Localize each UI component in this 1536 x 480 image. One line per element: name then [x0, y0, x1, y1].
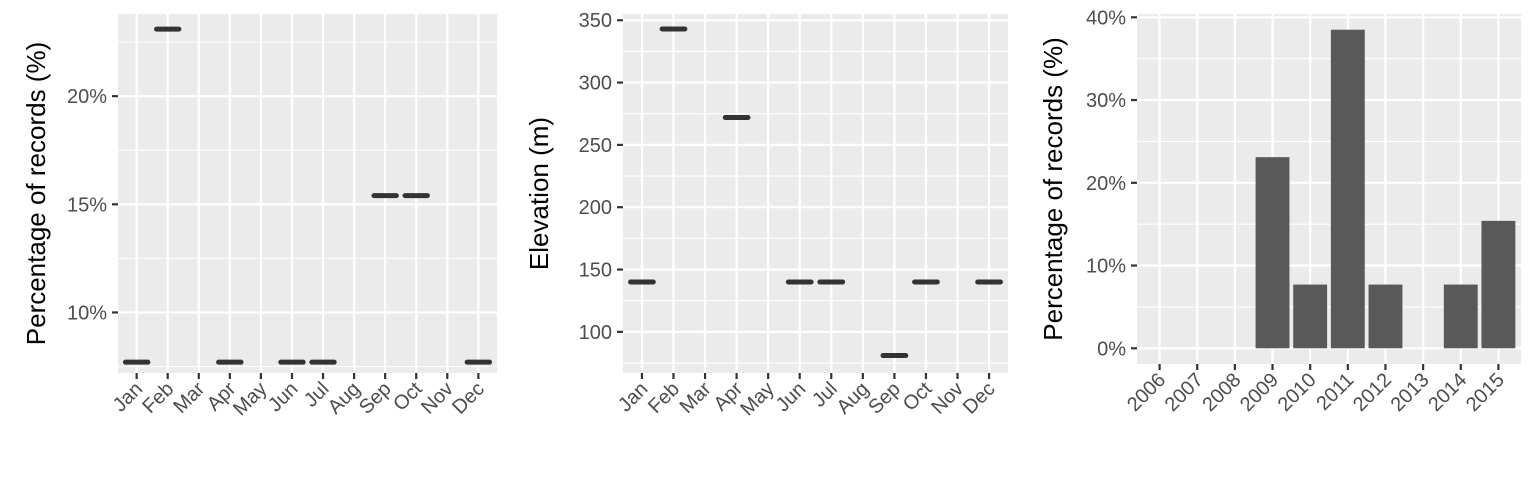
x-tick-label: 2010 [1274, 369, 1321, 416]
y-axis-title: Percentage of records (%) [1038, 37, 1068, 340]
x-tick-label: Jun [264, 378, 302, 416]
bar-2012 [1368, 284, 1403, 349]
bar-2015 [1481, 220, 1516, 349]
x-tick-label: Nov [927, 378, 968, 419]
x-tick-label: 2015 [1462, 369, 1509, 416]
y-tick-label: 0% [1097, 338, 1126, 360]
y-tick-label: 30% [1086, 90, 1126, 112]
x-tick-label: Aug [833, 378, 874, 419]
chart-panel-2: 100150200250300350JanFebMarAprMayJunJulA… [524, 10, 1008, 420]
x-tick-label: 2014 [1424, 369, 1471, 416]
y-tick-label: 15% [67, 194, 107, 216]
x-tick-label: Feb [644, 378, 684, 418]
bar-2014 [1443, 284, 1478, 349]
y-tick-label: 10% [1086, 256, 1126, 278]
x-tick-label: 2008 [1198, 369, 1245, 416]
x-tick-label: Jan [109, 378, 147, 416]
y-tick-label: 40% [1086, 7, 1126, 29]
y-tick-label: 20% [67, 86, 107, 108]
x-tick-label: 2012 [1349, 369, 1396, 416]
x-tick-label: 2007 [1161, 369, 1208, 416]
y-axis-title: Elevation (m) [524, 117, 554, 270]
x-tick-label: Mar [169, 378, 209, 418]
x-tick-label: Feb [138, 378, 178, 418]
bar-2010 [1293, 284, 1328, 349]
y-tick-label: 150 [579, 260, 612, 282]
y-axis-title: Percentage of records (%) [21, 42, 51, 345]
chart-panel-3: 0%10%20%30%40%20062007200820092010201120… [1038, 7, 1521, 416]
chart-panel-1: 10%15%20%JanFebMarAprMayJunJulAugSepOctN… [21, 14, 497, 420]
x-tick-label: Oct [389, 378, 427, 416]
x-tick-label: 2013 [1387, 369, 1434, 416]
y-tick-label: 350 [579, 10, 612, 32]
x-tick-label: Jun [772, 378, 810, 416]
y-tick-label: 250 [579, 135, 612, 157]
x-tick-label: Dec [448, 378, 489, 419]
panel-background [623, 14, 1008, 373]
panel-background [118, 14, 497, 373]
y-tick-label: 10% [67, 302, 107, 324]
y-tick-label: 100 [579, 322, 612, 344]
bar-2011 [1330, 29, 1365, 349]
x-tick-label: 2006 [1123, 369, 1170, 416]
bar-2009 [1255, 157, 1290, 349]
x-tick-label: Dec [959, 378, 1000, 419]
y-tick-label: 200 [579, 197, 612, 219]
x-tick-label: 2009 [1236, 369, 1283, 416]
y-tick-label: 20% [1086, 173, 1126, 195]
x-tick-label: Oct [899, 378, 937, 416]
x-tick-label: Mar [676, 378, 716, 418]
x-tick-label: Sep [864, 378, 905, 419]
x-tick-label: 2011 [1312, 369, 1358, 415]
x-tick-label: Jan [614, 378, 652, 416]
y-tick-label: 300 [579, 73, 612, 95]
